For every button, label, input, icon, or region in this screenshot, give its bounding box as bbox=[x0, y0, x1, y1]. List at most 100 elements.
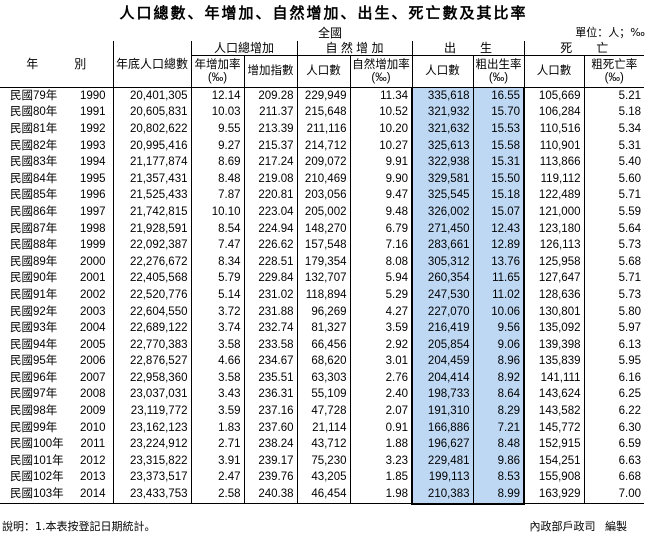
cell-birth-count[interactable]: 325,545 bbox=[411, 187, 473, 205]
cell-year-roc[interactable]: 民國85年 bbox=[10, 189, 58, 202]
cell-natural-rate[interactable]: 11.34 bbox=[349, 87, 412, 105]
cell-year-roc[interactable]: 民國99年 bbox=[10, 421, 58, 434]
cell-year-ad[interactable]: 2003 bbox=[79, 305, 106, 318]
cell-growth-index[interactable]: 217.24 bbox=[243, 154, 297, 171]
cell-total[interactable]: 21,525,433 bbox=[112, 187, 191, 205]
cell-growth-rate[interactable]: 8.54 bbox=[190, 220, 244, 238]
cell-total[interactable]: 20,605,831 bbox=[112, 104, 191, 122]
cell-growth-rate[interactable]: 5.14 bbox=[190, 287, 244, 304]
cell-birth-rate[interactable]: 9.06 bbox=[472, 336, 525, 354]
cell-year-ad[interactable]: 1997 bbox=[79, 205, 106, 218]
cell-natural-rate[interactable]: 2.40 bbox=[349, 386, 412, 404]
cell-natural-rate[interactable]: 4.27 bbox=[349, 303, 412, 321]
cell-birth-rate[interactable]: 8.48 bbox=[472, 436, 525, 454]
cell-death-count[interactable]: 141,111 bbox=[523, 370, 584, 387]
cell-death-count[interactable]: 143,624 bbox=[523, 386, 584, 404]
cell-birth-count[interactable]: 271,450 bbox=[411, 220, 473, 238]
cell-year-roc[interactable]: 民國87年 bbox=[10, 222, 58, 235]
cell-year-ad[interactable]: 1996 bbox=[79, 189, 106, 202]
cell-natural-rate[interactable]: 1.98 bbox=[349, 486, 412, 505]
cell-growth-rate[interactable]: 2.47 bbox=[190, 469, 244, 487]
cell-growth-rate[interactable]: 7.47 bbox=[190, 237, 244, 254]
cell-natural-count[interactable]: 43,712 bbox=[296, 436, 350, 454]
cell-natural-rate[interactable]: 8.08 bbox=[349, 253, 412, 271]
cell-growth-index[interactable]: 237.16 bbox=[243, 403, 297, 420]
cell-total[interactable]: 22,876,527 bbox=[112, 353, 191, 371]
cell-natural-count[interactable]: 21,114 bbox=[296, 419, 350, 437]
cell-birth-rate[interactable]: 15.53 bbox=[472, 121, 525, 138]
cell-natural-rate[interactable]: 2.07 bbox=[349, 403, 412, 420]
cell-death-count[interactable]: 135,839 bbox=[523, 353, 584, 371]
cell-natural-count[interactable]: 179,354 bbox=[296, 253, 350, 271]
cell-birth-count[interactable]: 204,459 bbox=[411, 353, 473, 371]
cell-growth-rate[interactable]: 2.71 bbox=[190, 436, 244, 454]
cell-death-rate[interactable]: 5.40 bbox=[583, 154, 644, 171]
cell-year-roc[interactable]: 民國88年 bbox=[10, 239, 58, 252]
cell-death-rate[interactable]: 5.68 bbox=[583, 253, 644, 271]
cell-year-roc[interactable]: 民國98年 bbox=[10, 405, 58, 418]
cell-death-rate[interactable]: 5.21 bbox=[583, 87, 644, 105]
cell-total[interactable]: 22,604,550 bbox=[112, 303, 191, 321]
cell-birth-count[interactable]: 326,002 bbox=[411, 204, 473, 221]
cell-natural-rate[interactable]: 2.92 bbox=[349, 336, 412, 354]
cell-growth-index[interactable]: 236.31 bbox=[243, 386, 297, 404]
cell-death-count[interactable]: 163,929 bbox=[523, 486, 584, 505]
cell-growth-rate[interactable]: 3.58 bbox=[190, 336, 244, 354]
cell-death-rate[interactable]: 5.64 bbox=[583, 220, 644, 238]
cell-natural-rate[interactable]: 1.85 bbox=[349, 469, 412, 487]
cell-year-ad[interactable]: 1993 bbox=[79, 139, 106, 152]
cell-death-rate[interactable]: 5.34 bbox=[583, 121, 644, 138]
cell-growth-index[interactable]: 209.28 bbox=[243, 87, 297, 105]
cell-growth-rate[interactable]: 3.58 bbox=[190, 370, 244, 387]
cell-year-roc[interactable]: 民國92年 bbox=[10, 305, 58, 318]
cell-natural-count[interactable]: 214,712 bbox=[296, 137, 350, 155]
cell-birth-rate[interactable]: 8.96 bbox=[472, 353, 525, 371]
cell-total[interactable]: 23,037,031 bbox=[112, 386, 191, 404]
cell-birth-count[interactable]: 325,613 bbox=[411, 137, 473, 155]
cell-death-count[interactable]: 152,915 bbox=[523, 436, 584, 454]
cell-death-count[interactable]: 145,772 bbox=[523, 419, 584, 437]
cell-year-roc[interactable]: 民國100年 bbox=[10, 438, 64, 451]
cell-birth-count[interactable]: 198,733 bbox=[411, 386, 473, 404]
cell-birth-count[interactable]: 283,661 bbox=[411, 237, 473, 254]
cell-growth-index[interactable]: 215.37 bbox=[243, 137, 297, 155]
cell-natural-rate[interactable]: 9.90 bbox=[349, 170, 412, 188]
cell-death-rate[interactable]: 5.73 bbox=[583, 287, 644, 304]
cell-death-count[interactable]: 126,113 bbox=[523, 237, 584, 254]
cell-birth-count[interactable]: 204,414 bbox=[411, 370, 473, 387]
cell-growth-rate[interactable]: 3.91 bbox=[190, 453, 244, 470]
cell-growth-rate[interactable]: 9.55 bbox=[190, 121, 244, 138]
cell-birth-rate[interactable]: 13.76 bbox=[472, 253, 525, 271]
cell-year-roc[interactable]: 民國93年 bbox=[10, 322, 58, 335]
cell-death-rate[interactable]: 6.63 bbox=[583, 453, 644, 470]
cell-growth-index[interactable]: 237.60 bbox=[243, 419, 297, 437]
cell-year-roc[interactable]: 民國91年 bbox=[10, 288, 58, 301]
cell-death-count[interactable]: 123,180 bbox=[523, 220, 584, 238]
cell-death-rate[interactable]: 6.30 bbox=[583, 419, 644, 437]
cell-death-rate[interactable]: 7.00 bbox=[583, 486, 644, 505]
cell-growth-rate[interactable]: 12.14 bbox=[190, 87, 244, 105]
cell-birth-count[interactable]: 247,530 bbox=[411, 287, 473, 304]
cell-year-ad[interactable]: 1992 bbox=[79, 122, 106, 135]
cell-natural-count[interactable]: 132,707 bbox=[296, 270, 350, 288]
cell-growth-index[interactable]: 231.02 bbox=[243, 287, 297, 304]
cell-year-ad[interactable]: 2006 bbox=[79, 355, 106, 368]
cell-total[interactable]: 23,373,517 bbox=[112, 469, 191, 487]
cell-natural-rate[interactable]: 2.76 bbox=[349, 370, 412, 387]
cell-death-count[interactable]: 121,000 bbox=[523, 204, 584, 221]
cell-growth-index[interactable]: 226.62 bbox=[243, 237, 297, 254]
cell-natural-count[interactable]: 211,116 bbox=[296, 121, 350, 138]
cell-natural-count[interactable]: 55,109 bbox=[296, 386, 350, 404]
cell-natural-rate[interactable]: 9.48 bbox=[349, 204, 412, 221]
cell-birth-count[interactable]: 305,312 bbox=[411, 253, 473, 271]
cell-total[interactable]: 22,276,672 bbox=[112, 253, 191, 271]
cell-natural-count[interactable]: 75,230 bbox=[296, 453, 350, 470]
cell-birth-rate[interactable]: 15.50 bbox=[472, 170, 525, 188]
cell-birth-rate[interactable]: 12.89 bbox=[472, 237, 525, 254]
cell-birth-count[interactable]: 260,354 bbox=[411, 270, 473, 288]
cell-natural-rate[interactable]: 1.88 bbox=[349, 436, 412, 454]
cell-birth-count[interactable]: 229,481 bbox=[411, 453, 473, 470]
cell-year-ad[interactable]: 2001 bbox=[79, 272, 106, 285]
cell-growth-index[interactable]: 233.58 bbox=[243, 336, 297, 354]
cell-total[interactable]: 23,433,753 bbox=[112, 486, 191, 505]
